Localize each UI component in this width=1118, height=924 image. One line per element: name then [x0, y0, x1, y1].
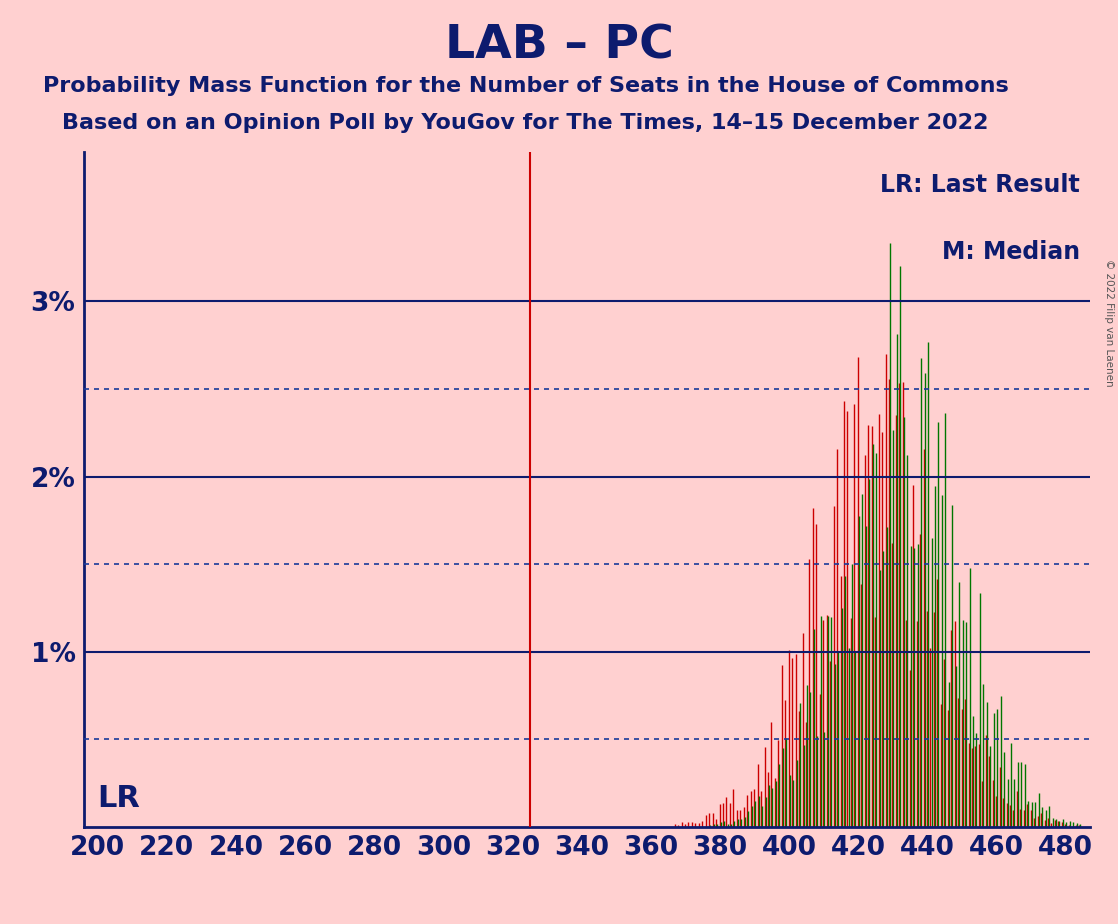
Text: © 2022 Filip van Laenen: © 2022 Filip van Laenen	[1105, 259, 1114, 386]
Text: M: Median: M: Median	[941, 240, 1080, 264]
Text: Probability Mass Function for the Number of Seats in the House of Commons: Probability Mass Function for the Number…	[42, 76, 1008, 96]
Text: LR: LR	[97, 784, 141, 813]
Text: LR: Last Result: LR: Last Result	[880, 173, 1080, 197]
Text: LAB – PC: LAB – PC	[445, 23, 673, 68]
Text: Based on an Opinion Poll by YouGov for The Times, 14–15 December 2022: Based on an Opinion Poll by YouGov for T…	[63, 113, 988, 133]
